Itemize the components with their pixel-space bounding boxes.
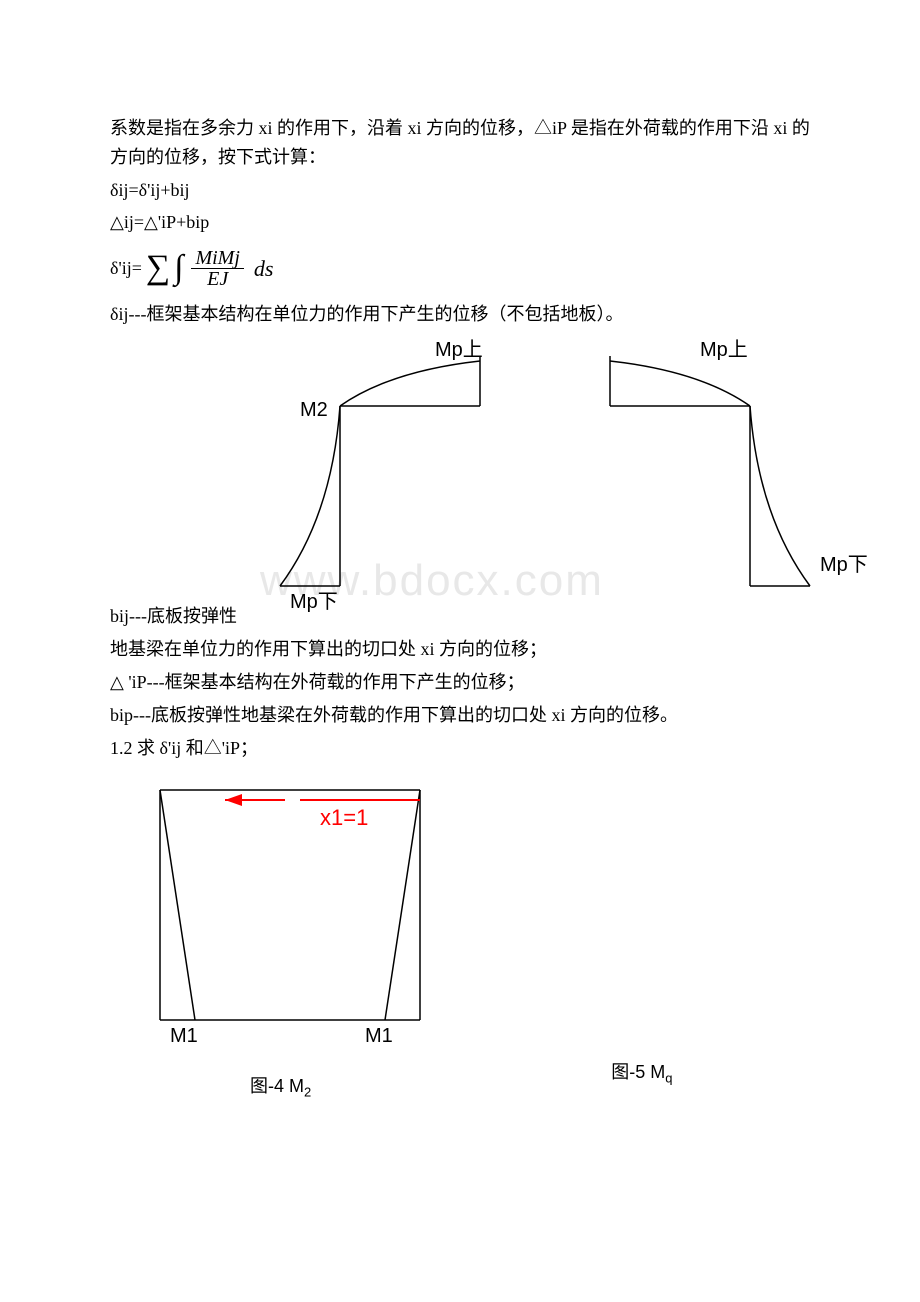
integral-symbol: ∫ (174, 241, 183, 295)
label-m1-left: M1 (170, 1025, 198, 1047)
caption-fig4: 图-4 M2 (250, 1072, 311, 1103)
label-x1-equals-1: x1=1 (320, 805, 368, 830)
caption-fig5-sub: q (665, 1071, 672, 1086)
label-mp-up-left: Mp上 (435, 338, 483, 361)
caption-fig4-text: 图-4 M (250, 1076, 304, 1096)
equation-delta-prime-ij: δ'ij= ∑ ∫ MiMj EJ ds (110, 241, 810, 295)
intro-paragraph: 系数是指在多余力 xi 的作用下，沿着 xi 方向的位移，△iP 是指在外荷载的… (110, 114, 810, 172)
dip-description: △ 'iP---框架基本结构在外荷载的作用下产生的位移； (110, 668, 810, 697)
bij-continuation: 地基梁在单位力的作用下算出的切口处 xi 方向的位移； (110, 635, 810, 664)
delta-ij-description: δij---框架基本结构在单位力的作用下产生的位移（不包括地板）。 (110, 300, 810, 329)
label-m2: M2 (300, 399, 328, 421)
label-mp-down-right: Mp下 (820, 554, 868, 576)
fraction-denominator: EJ (203, 269, 232, 289)
equation-triangle-ij: △ij=△'iP+bip (110, 208, 810, 237)
label-mp-down-left: Mp下 (290, 591, 338, 613)
bip-description: bip---底板按弹性地基梁在外荷载的作用下算出的切口处 xi 方向的位移。 (110, 701, 810, 730)
label-m1-right: M1 (365, 1025, 393, 1047)
eq3-lhs: δ'ij= (110, 254, 142, 283)
equation-delta-ij: δij=δ'ij+bij (110, 176, 810, 205)
caption-fig5-text: 图-5 M (611, 1062, 665, 1082)
sigma-symbol: ∑ (146, 241, 170, 295)
label-mp-up-right: Mp上 (700, 338, 748, 361)
section-1-2: 1.2 求 δ'ij 和△'iP； (110, 734, 810, 763)
caption-fig5: 图-5 Mq (611, 1058, 672, 1089)
fraction-numerator: MiMj (191, 248, 243, 269)
diagram-m1: x1=1 M1 M1 (110, 770, 810, 1050)
caption-row: 图-4 M2 图-5 Mq (110, 1058, 810, 1103)
caption-fig4-sub: 2 (304, 1085, 311, 1100)
diagram-mp: www.bdocx.com (110, 336, 810, 616)
fraction: MiMj EJ (191, 248, 243, 289)
ds-term: ds (254, 251, 274, 286)
